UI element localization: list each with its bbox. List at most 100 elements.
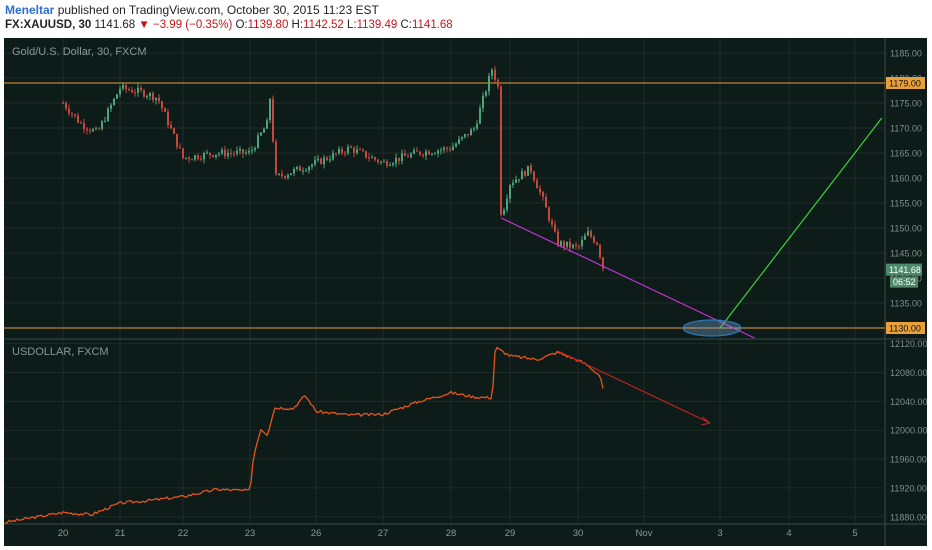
candle-body-50 xyxy=(212,155,214,157)
candle-body-16 xyxy=(110,104,112,109)
candle-body-94 xyxy=(344,152,346,154)
price-change: −3.99 (−0.35%) xyxy=(153,19,233,31)
candle-body-129 xyxy=(449,148,451,151)
x-tick-12: 5 xyxy=(852,528,857,539)
candle-body-6 xyxy=(80,122,82,124)
candle-body-63 xyxy=(251,150,253,152)
candle-body-139 xyxy=(479,108,481,124)
candle-body-155 xyxy=(527,165,529,176)
candle-body-100 xyxy=(362,149,364,151)
candle-body-121 xyxy=(425,151,427,156)
candle-body-91 xyxy=(335,153,337,155)
candle-body-22 xyxy=(128,89,130,91)
candle-body-14 xyxy=(104,120,106,122)
last-price-badge-label: 1141.68 xyxy=(889,265,921,275)
candle-body-84 xyxy=(314,160,316,165)
candle-body-166 xyxy=(560,241,562,246)
grid-lines xyxy=(4,38,927,546)
candle-body-30 xyxy=(152,93,154,101)
candle-body-112 xyxy=(398,157,400,161)
candle-body-65 xyxy=(257,135,259,149)
candle-body-62 xyxy=(248,150,250,153)
candle-body-82 xyxy=(308,166,310,171)
candle-body-68 xyxy=(266,120,268,129)
symbol-label[interactable]: FX:XAUUSD, 30 xyxy=(5,19,92,31)
candle-body-12 xyxy=(98,128,100,130)
candle-body-29 xyxy=(149,93,151,96)
low-label: L: xyxy=(346,19,357,31)
candle-body-47 xyxy=(203,152,205,160)
candle-body-83 xyxy=(311,164,313,167)
candle-body-76 xyxy=(290,173,292,176)
candle-body-15 xyxy=(107,108,109,121)
candle-body-148 xyxy=(506,198,508,211)
chart-header: Meneltar published on TradingView.com, O… xyxy=(0,0,932,36)
trend-line-magenta xyxy=(500,217,755,339)
candle-body-19 xyxy=(119,88,121,95)
candle-body-127 xyxy=(443,147,445,150)
candle-body-85 xyxy=(317,158,319,161)
candle-body-73 xyxy=(281,173,283,176)
gold-y-tick-5: 1160.00 xyxy=(890,174,922,184)
candle-body-0 xyxy=(62,103,64,104)
candle-body-33 xyxy=(161,101,163,109)
candle-body-45 xyxy=(197,155,199,159)
usdollar-trend-line xyxy=(557,350,711,424)
trend-arrowhead-icon xyxy=(700,416,711,426)
candle-body-60 xyxy=(242,149,244,154)
x-tick-2: 22 xyxy=(178,528,189,539)
x-tick-7: 29 xyxy=(505,528,516,539)
candle-body-128 xyxy=(446,147,448,149)
candle-body-144 xyxy=(494,69,496,80)
candle-body-105 xyxy=(377,159,379,163)
candle-body-170 xyxy=(572,244,574,248)
chart-canvas[interactable]: Gold/U.S. Dollar, 30, FXCM USDOLLAR, FXC… xyxy=(0,36,932,550)
candle-body-57 xyxy=(233,153,235,155)
candle-body-133 xyxy=(461,136,463,139)
candle-body-10 xyxy=(92,129,94,132)
x-tick-0: 20 xyxy=(58,528,69,539)
x-tick-11: 4 xyxy=(786,528,791,539)
gold-y-tick-7: 1150.00 xyxy=(890,224,922,234)
last-price-badge xyxy=(886,263,922,276)
author-link[interactable]: Meneltar xyxy=(5,3,55,17)
usd-y-tick-4: 11960.00 xyxy=(890,455,927,465)
candle-body-69 xyxy=(269,98,271,121)
candle-body-147 xyxy=(503,210,505,215)
x-tick-10: 3 xyxy=(717,528,722,539)
usdollar-pane[interactable]: USDOLLAR, FXCM xyxy=(5,346,711,524)
candle-body-67 xyxy=(263,128,265,133)
gold-y-tick-2: 1175.00 xyxy=(890,99,922,109)
candle-body-156 xyxy=(530,165,532,172)
candle-body-70 xyxy=(272,98,274,142)
usdollar-pane-title: USDOLLAR, FXCM xyxy=(12,346,109,358)
time-axis[interactable]: 20 21 22 23 26 27 28 29 30 Nov 3 4 5 xyxy=(58,528,858,539)
candle-body-93 xyxy=(341,149,343,153)
candle-body-103 xyxy=(371,157,373,159)
candle-body-90 xyxy=(332,153,334,160)
gold-pane[interactable]: Gold/U.S. Dollar, 30, FXCM xyxy=(4,46,885,339)
candle-body-122 xyxy=(428,151,430,155)
candle-body-175 xyxy=(587,231,589,236)
candle-body-95 xyxy=(347,146,349,154)
target-ellipse xyxy=(682,319,742,337)
candle-body-120 xyxy=(422,154,424,156)
candle-body-78 xyxy=(296,166,298,170)
candle-body-53 xyxy=(221,149,223,154)
candle-body-125 xyxy=(437,150,439,154)
candle-body-34 xyxy=(164,108,166,112)
price-axes[interactable]: 1185.001180.001175.001170.001165.001160.… xyxy=(886,49,928,523)
gold-y-tick-10: 1135.00 xyxy=(890,299,922,309)
candle-body-46 xyxy=(200,158,202,160)
candle-body-180 xyxy=(602,257,604,269)
candle-body-118 xyxy=(416,150,418,152)
candle-body-37 xyxy=(173,128,175,134)
candle-body-109 xyxy=(389,164,391,166)
candle-body-132 xyxy=(458,138,460,144)
candle-body-72 xyxy=(278,173,280,175)
candle-body-126 xyxy=(440,149,442,151)
candle-body-159 xyxy=(539,188,541,193)
candle-body-167 xyxy=(563,241,565,247)
candle-body-58 xyxy=(236,150,238,154)
high-label: H: xyxy=(291,19,304,31)
